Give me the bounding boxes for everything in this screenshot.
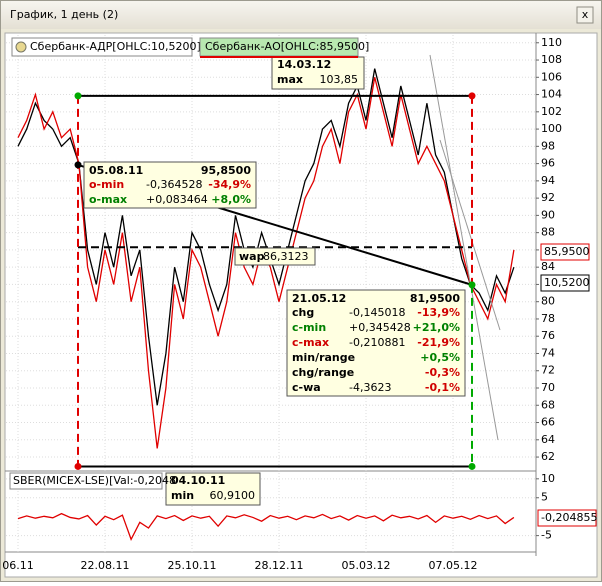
channel-line xyxy=(429,54,499,441)
end-box xyxy=(286,289,466,397)
anchor-point xyxy=(468,281,476,289)
row-value: +0,345428 xyxy=(349,321,411,334)
y-tick-label: 80 xyxy=(541,295,555,308)
y-tick-label: 70 xyxy=(541,381,555,394)
start-box xyxy=(83,161,257,209)
x-tick-label: 05.03.12 xyxy=(342,559,391,572)
legend-label: Сбербанк-АДР[OHLC:10,5200] xyxy=(30,40,201,53)
y-tick-label: 90 xyxy=(541,208,555,221)
box-date: 21.05.12 xyxy=(292,292,346,305)
y-tick-label: 76 xyxy=(541,329,555,342)
row-percent: +21,0% xyxy=(413,321,460,334)
legend-item xyxy=(11,37,193,57)
y-tick-label: 5 xyxy=(541,491,548,504)
y-tick-label: 84 xyxy=(541,260,555,273)
y-tick-label: 98 xyxy=(541,139,555,152)
y-tick-label: 108 xyxy=(541,53,562,66)
y-tick-label: 88 xyxy=(541,226,555,239)
box-value: 95,8500 xyxy=(201,164,251,177)
anchor-point xyxy=(468,462,476,470)
row-value: -0,210881 xyxy=(349,336,405,349)
row-percent: -21,9% xyxy=(417,336,460,349)
y-tick-label: -5 xyxy=(541,529,552,542)
y-tick-label: 66 xyxy=(541,416,555,429)
row-label: o-max xyxy=(89,193,127,206)
box-date: 05.08.11 xyxy=(89,164,143,177)
wap-box xyxy=(234,247,316,266)
anchor-point xyxy=(74,161,82,169)
y-tick-label: 62 xyxy=(541,450,555,463)
row-label: chg/range xyxy=(292,366,354,379)
legend-label: Сбербанк-АО[OHLC:85,9500] xyxy=(205,40,369,53)
y-tick-label: 94 xyxy=(541,174,555,187)
max-date: 14.03.12 xyxy=(277,58,331,71)
row-percent: +8,0% xyxy=(211,193,251,206)
row-label: c-wa xyxy=(292,381,321,394)
x-tick-label: 07.05.12 xyxy=(429,559,478,572)
anchor-point xyxy=(468,92,476,100)
y-tick-label: 74 xyxy=(541,346,555,359)
y-tick-label: 106 xyxy=(541,70,562,83)
min-label: min xyxy=(171,489,194,502)
x-tick-label: 25.10.11 xyxy=(168,559,217,572)
last-label-box xyxy=(537,509,597,527)
row-value: +0,083464 xyxy=(146,193,208,206)
row-label: chg xyxy=(292,306,314,319)
y-tick-label: 100 xyxy=(541,122,562,135)
row-value: -0,145018 xyxy=(349,306,405,319)
y-tick-label: 68 xyxy=(541,398,555,411)
min-date: 04.10.11 xyxy=(171,474,225,487)
row-label: o-min xyxy=(89,178,124,191)
close-button[interactable] xyxy=(576,6,594,24)
legend-label: SBER(MICEX-LSE)[Val:-0,2048 xyxy=(13,474,176,487)
anchor-point xyxy=(74,92,82,100)
min-box xyxy=(165,472,261,506)
last-label: 85,9500 xyxy=(544,245,590,258)
last-label: -0,204855 xyxy=(541,511,597,524)
row-label: min/range xyxy=(292,351,355,364)
y-tick-label: 64 xyxy=(541,433,555,446)
legend-icon xyxy=(15,41,27,53)
x-tick-label: 06.11 xyxy=(2,559,34,572)
title-bar xyxy=(1,1,601,29)
anchor-point xyxy=(74,462,82,470)
y-tick-label: 92 xyxy=(541,191,555,204)
row-percent: -0,1% xyxy=(425,381,460,394)
y-tick-label: 110 xyxy=(541,36,562,49)
wap-label: wap xyxy=(239,250,265,263)
row-percent: +0,5% xyxy=(420,351,460,364)
y-tick-label: 102 xyxy=(541,105,562,118)
max-value: 103,85 xyxy=(320,73,359,86)
y-tick-label: 72 xyxy=(541,364,555,377)
x-tick-label: 22.08.11 xyxy=(81,559,130,572)
price-line xyxy=(17,512,515,542)
y-tick-label: 78 xyxy=(541,312,555,325)
last-label: 10,5200 xyxy=(544,276,590,289)
row-label: c-max xyxy=(292,336,329,349)
row-label: c-min xyxy=(292,321,326,334)
window-title: График, 1 день (2) xyxy=(10,8,118,21)
close-icon[interactable]: x xyxy=(582,8,589,21)
y-tick-label: 104 xyxy=(541,88,562,101)
row-value: -0,364528 xyxy=(146,178,202,191)
row-percent: -13,9% xyxy=(417,306,460,319)
row-percent: -0,3% xyxy=(425,366,460,379)
channel-line xyxy=(439,139,501,331)
last-label-box xyxy=(540,243,590,261)
x-tick-label: 28.12.11 xyxy=(255,559,304,572)
row-percent: -34,9% xyxy=(208,178,251,191)
max-label: max xyxy=(277,73,303,86)
wap-value: 86,3123 xyxy=(263,250,309,263)
price-line xyxy=(17,68,515,406)
box-value: 81,9500 xyxy=(410,292,460,305)
y-tick-label: 10 xyxy=(541,472,555,485)
legend-item xyxy=(9,472,163,490)
min-value: 60,9100 xyxy=(210,489,256,502)
row-value: -4,3623 xyxy=(349,381,391,394)
y-tick-label: 96 xyxy=(541,157,555,170)
last-label-box xyxy=(540,274,590,292)
